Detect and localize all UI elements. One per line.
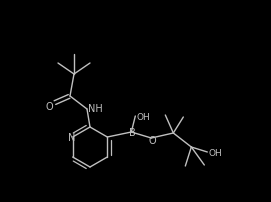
Text: OH: OH <box>136 112 150 121</box>
Text: N: N <box>68 132 75 142</box>
Text: OH: OH <box>208 149 222 158</box>
Text: B: B <box>129 127 136 137</box>
Text: O: O <box>45 101 53 112</box>
Text: O: O <box>149 135 156 145</box>
Text: NH: NH <box>88 103 102 114</box>
